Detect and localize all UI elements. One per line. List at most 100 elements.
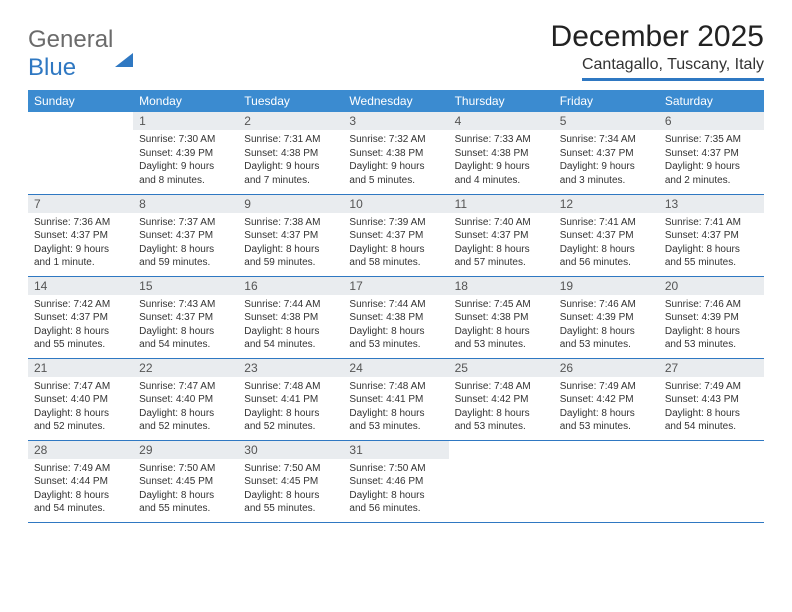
day-body: Sunrise: 7:41 AMSunset: 4:37 PMDaylight:… <box>659 213 764 276</box>
day-body: Sunrise: 7:49 AMSunset: 4:43 PMDaylight:… <box>659 377 764 440</box>
page-title: December 2025 <box>551 20 764 54</box>
day-number: 26 <box>554 359 659 377</box>
day-number: 1 <box>133 112 238 130</box>
calendar-cell: 31Sunrise: 7:50 AMSunset: 4:46 PMDayligh… <box>343 440 448 522</box>
day-header: Friday <box>554 90 659 112</box>
day-number: 12 <box>554 195 659 213</box>
calendar-cell <box>659 440 764 522</box>
calendar-cell: 28Sunrise: 7:49 AMSunset: 4:44 PMDayligh… <box>28 440 133 522</box>
day-body: Sunrise: 7:44 AMSunset: 4:38 PMDaylight:… <box>238 295 343 358</box>
day-body: Sunrise: 7:47 AMSunset: 4:40 PMDaylight:… <box>28 377 133 440</box>
day-body: Sunrise: 7:34 AMSunset: 4:37 PMDaylight:… <box>554 130 659 193</box>
day-body: Sunrise: 7:35 AMSunset: 4:37 PMDaylight:… <box>659 130 764 193</box>
day-number: 15 <box>133 277 238 295</box>
day-body: Sunrise: 7:48 AMSunset: 4:41 PMDaylight:… <box>238 377 343 440</box>
day-body: Sunrise: 7:36 AMSunset: 4:37 PMDaylight:… <box>28 213 133 276</box>
day-body: Sunrise: 7:32 AMSunset: 4:38 PMDaylight:… <box>343 130 448 193</box>
calendar-cell: 16Sunrise: 7:44 AMSunset: 4:38 PMDayligh… <box>238 276 343 358</box>
day-body: Sunrise: 7:45 AMSunset: 4:38 PMDaylight:… <box>449 295 554 358</box>
day-number: 11 <box>449 195 554 213</box>
day-number: 19 <box>554 277 659 295</box>
day-number: 8 <box>133 195 238 213</box>
calendar-cell: 8Sunrise: 7:37 AMSunset: 4:37 PMDaylight… <box>133 194 238 276</box>
day-body: Sunrise: 7:46 AMSunset: 4:39 PMDaylight:… <box>554 295 659 358</box>
calendar-cell: 21Sunrise: 7:47 AMSunset: 4:40 PMDayligh… <box>28 358 133 440</box>
day-header: Tuesday <box>238 90 343 112</box>
calendar-cell: 11Sunrise: 7:40 AMSunset: 4:37 PMDayligh… <box>449 194 554 276</box>
logo-word2: Blue <box>28 54 76 81</box>
day-number: 31 <box>343 441 448 459</box>
day-number: 7 <box>28 195 133 213</box>
day-body: Sunrise: 7:41 AMSunset: 4:37 PMDaylight:… <box>554 213 659 276</box>
logo-text: General Blue <box>28 26 133 82</box>
calendar-cell: 30Sunrise: 7:50 AMSunset: 4:45 PMDayligh… <box>238 440 343 522</box>
day-number: 25 <box>449 359 554 377</box>
day-body: Sunrise: 7:44 AMSunset: 4:38 PMDaylight:… <box>343 295 448 358</box>
day-number: 2 <box>238 112 343 130</box>
day-body: Sunrise: 7:48 AMSunset: 4:41 PMDaylight:… <box>343 377 448 440</box>
logo-triangle-icon <box>115 26 133 67</box>
day-number: 28 <box>28 441 133 459</box>
day-header: Wednesday <box>343 90 448 112</box>
day-number: 4 <box>449 112 554 130</box>
day-number: 30 <box>238 441 343 459</box>
calendar-cell: 26Sunrise: 7:49 AMSunset: 4:42 PMDayligh… <box>554 358 659 440</box>
calendar-cell: 9Sunrise: 7:38 AMSunset: 4:37 PMDaylight… <box>238 194 343 276</box>
day-number: 21 <box>28 359 133 377</box>
day-body: Sunrise: 7:42 AMSunset: 4:37 PMDaylight:… <box>28 295 133 358</box>
day-body: Sunrise: 7:33 AMSunset: 4:38 PMDaylight:… <box>449 130 554 193</box>
calendar-cell: 5Sunrise: 7:34 AMSunset: 4:37 PMDaylight… <box>554 112 659 194</box>
day-body: Sunrise: 7:50 AMSunset: 4:45 PMDaylight:… <box>133 459 238 522</box>
calendar-cell: 29Sunrise: 7:50 AMSunset: 4:45 PMDayligh… <box>133 440 238 522</box>
calendar-cell: 12Sunrise: 7:41 AMSunset: 4:37 PMDayligh… <box>554 194 659 276</box>
day-header: Monday <box>133 90 238 112</box>
calendar-cell: 1Sunrise: 7:30 AMSunset: 4:39 PMDaylight… <box>133 112 238 194</box>
day-number: 29 <box>133 441 238 459</box>
calendar-cell: 10Sunrise: 7:39 AMSunset: 4:37 PMDayligh… <box>343 194 448 276</box>
day-header: Saturday <box>659 90 764 112</box>
day-body: Sunrise: 7:43 AMSunset: 4:37 PMDaylight:… <box>133 295 238 358</box>
day-number: 14 <box>28 277 133 295</box>
day-number: 20 <box>659 277 764 295</box>
day-body: Sunrise: 7:50 AMSunset: 4:46 PMDaylight:… <box>343 459 448 522</box>
calendar-cell: 3Sunrise: 7:32 AMSunset: 4:38 PMDaylight… <box>343 112 448 194</box>
logo: General Blue <box>28 26 133 82</box>
day-number: 16 <box>238 277 343 295</box>
day-body: Sunrise: 7:48 AMSunset: 4:42 PMDaylight:… <box>449 377 554 440</box>
day-number: 18 <box>449 277 554 295</box>
calendar-cell: 4Sunrise: 7:33 AMSunset: 4:38 PMDaylight… <box>449 112 554 194</box>
day-number: 10 <box>343 195 448 213</box>
day-number: 13 <box>659 195 764 213</box>
calendar-cell: 17Sunrise: 7:44 AMSunset: 4:38 PMDayligh… <box>343 276 448 358</box>
calendar-cell: 27Sunrise: 7:49 AMSunset: 4:43 PMDayligh… <box>659 358 764 440</box>
day-number: 22 <box>133 359 238 377</box>
day-body: Sunrise: 7:38 AMSunset: 4:37 PMDaylight:… <box>238 213 343 276</box>
day-body: Sunrise: 7:37 AMSunset: 4:37 PMDaylight:… <box>133 213 238 276</box>
calendar-cell: 14Sunrise: 7:42 AMSunset: 4:37 PMDayligh… <box>28 276 133 358</box>
calendar-cell: 24Sunrise: 7:48 AMSunset: 4:41 PMDayligh… <box>343 358 448 440</box>
calendar-cell: 22Sunrise: 7:47 AMSunset: 4:40 PMDayligh… <box>133 358 238 440</box>
day-header: Thursday <box>449 90 554 112</box>
calendar-cell: 13Sunrise: 7:41 AMSunset: 4:37 PMDayligh… <box>659 194 764 276</box>
calendar-cell: 2Sunrise: 7:31 AMSunset: 4:38 PMDaylight… <box>238 112 343 194</box>
day-number: 27 <box>659 359 764 377</box>
day-body: Sunrise: 7:40 AMSunset: 4:37 PMDaylight:… <box>449 213 554 276</box>
calendar-cell: 18Sunrise: 7:45 AMSunset: 4:38 PMDayligh… <box>449 276 554 358</box>
day-body: Sunrise: 7:49 AMSunset: 4:42 PMDaylight:… <box>554 377 659 440</box>
day-body: Sunrise: 7:50 AMSunset: 4:45 PMDaylight:… <box>238 459 343 522</box>
day-body: Sunrise: 7:39 AMSunset: 4:37 PMDaylight:… <box>343 213 448 276</box>
day-number: 23 <box>238 359 343 377</box>
calendar-cell: 25Sunrise: 7:48 AMSunset: 4:42 PMDayligh… <box>449 358 554 440</box>
day-number: 17 <box>343 277 448 295</box>
day-body: Sunrise: 7:47 AMSunset: 4:40 PMDaylight:… <box>133 377 238 440</box>
day-number: 9 <box>238 195 343 213</box>
calendar-cell: 23Sunrise: 7:48 AMSunset: 4:41 PMDayligh… <box>238 358 343 440</box>
location-label: Cantagallo, Tuscany, Italy <box>582 56 764 81</box>
calendar-cell: 7Sunrise: 7:36 AMSunset: 4:37 PMDaylight… <box>28 194 133 276</box>
day-number: 5 <box>554 112 659 130</box>
calendar-cell <box>449 440 554 522</box>
calendar-cell: 6Sunrise: 7:35 AMSunset: 4:37 PMDaylight… <box>659 112 764 194</box>
day-body: Sunrise: 7:30 AMSunset: 4:39 PMDaylight:… <box>133 130 238 193</box>
calendar-cell <box>554 440 659 522</box>
day-body: Sunrise: 7:46 AMSunset: 4:39 PMDaylight:… <box>659 295 764 358</box>
